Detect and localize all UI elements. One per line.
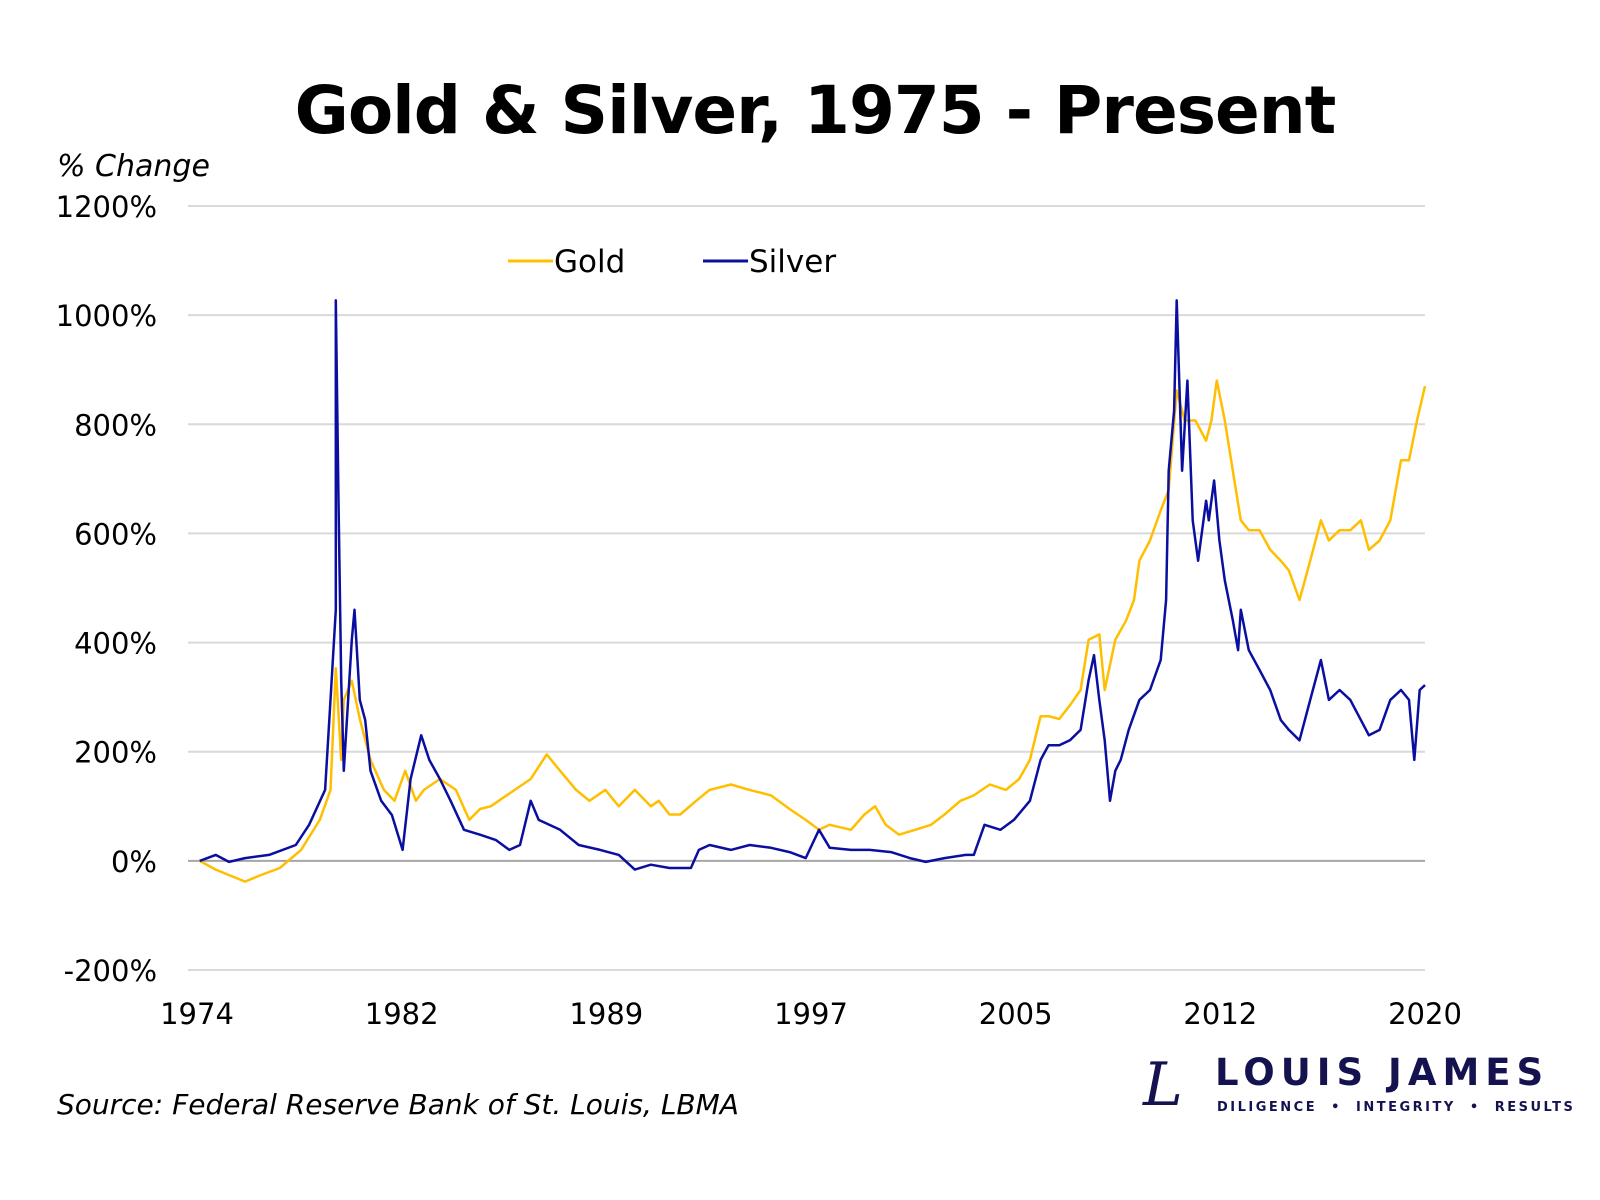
y-tick-label: 1200% xyxy=(56,190,157,224)
y-tick-label: 200% xyxy=(74,736,157,770)
x-tick-label: 2012 xyxy=(1183,997,1257,1031)
y-tick-label: 600% xyxy=(74,517,157,551)
y-tick-label: 1000% xyxy=(56,299,157,333)
series-line-gold xyxy=(199,379,1427,883)
louis-james-logo: L LOUIS JAMES DILIGENCE • INTEGRITY • RE… xyxy=(1143,1050,1573,1128)
series-line-silver xyxy=(199,299,1426,871)
x-tick-label: 2020 xyxy=(1388,997,1462,1031)
chart-title: Gold & Silver, 1975 - Present xyxy=(294,72,1337,149)
x-tick-label: 1982 xyxy=(365,997,439,1031)
x-tick-label: 1989 xyxy=(569,997,643,1031)
x-tick-label: 2005 xyxy=(979,997,1053,1031)
y-tick-label: -200% xyxy=(64,954,157,988)
source-note: Source: Federal Reserve Bank of St. Loui… xyxy=(57,1088,739,1121)
logo-tagline: DILIGENCE • INTEGRITY • RESULTS xyxy=(1217,1100,1576,1115)
x-tick-label: 1997 xyxy=(774,997,848,1031)
y-tick-label: 400% xyxy=(74,627,157,661)
y-tick-label: 800% xyxy=(74,408,157,442)
legend-label-silver: Silver xyxy=(749,244,836,280)
logo-script-mark: L xyxy=(1143,1050,1183,1120)
y-tick-label: 0% xyxy=(111,845,157,879)
x-tick-label: 1974 xyxy=(160,997,234,1031)
logo-name: LOUIS JAMES xyxy=(1215,1051,1550,1094)
y-axis-label: % Change xyxy=(57,149,210,184)
legend-label-gold: Gold xyxy=(554,244,625,280)
